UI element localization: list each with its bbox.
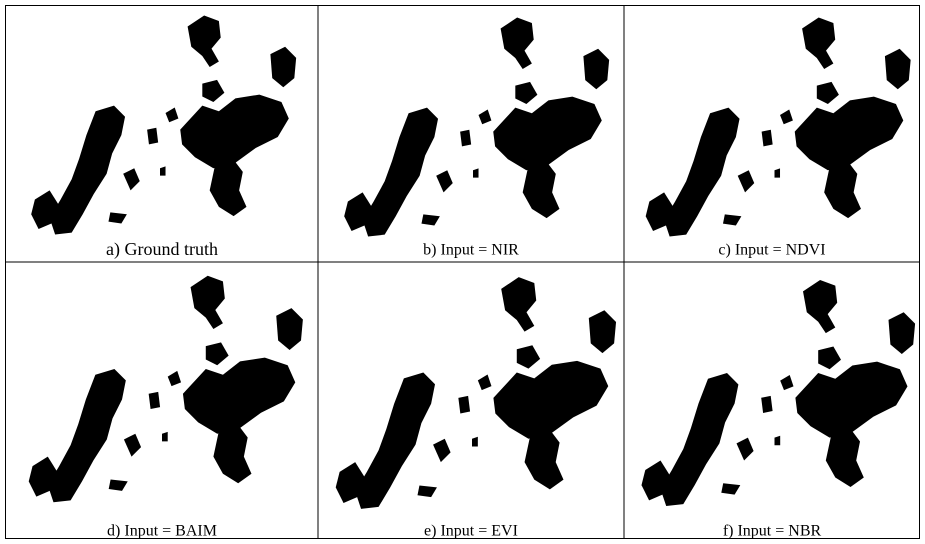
caption: e) Input = EVI [424, 523, 518, 540]
map-image [336, 277, 616, 509]
map-image [646, 18, 911, 237]
caption: c) Input = NDVI [718, 242, 825, 259]
map-image [29, 276, 303, 503]
map-image [642, 280, 916, 506]
page: a) Ground truth b) Input = NIR c) Input … [0, 0, 925, 544]
table-border [6, 6, 920, 539]
figure: a) Ground truth b) Input = NIR c) Input … [0, 0, 925, 544]
map-image [31, 16, 296, 235]
map-image [344, 18, 609, 237]
caption: b) Input = NIR [423, 242, 519, 259]
caption: d) Input = BAIM [107, 523, 217, 540]
caption: f) Input = NBR [723, 523, 822, 540]
caption: a) Ground truth [106, 239, 218, 260]
